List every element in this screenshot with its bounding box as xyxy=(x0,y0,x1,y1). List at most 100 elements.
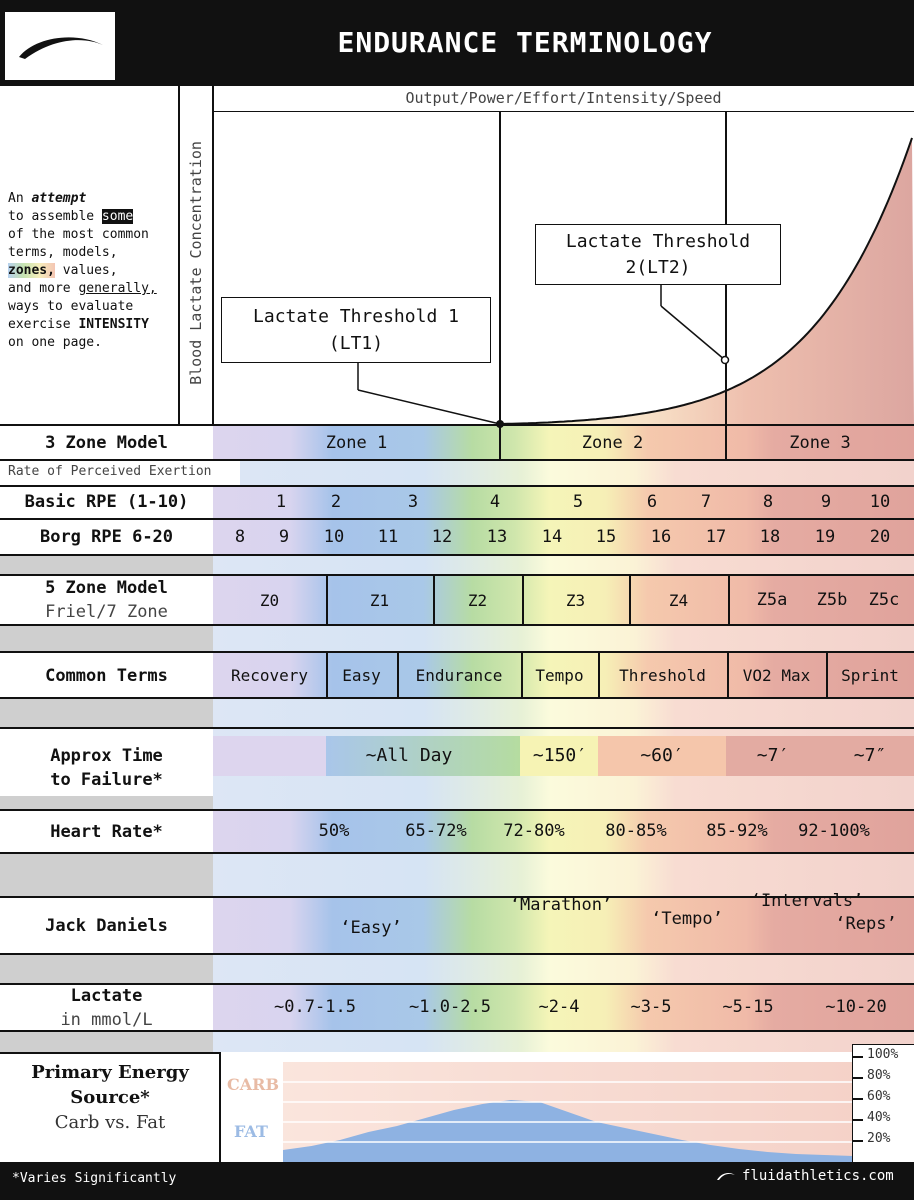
common-term-3: Tempo xyxy=(535,665,584,685)
basic-rpe-value: 6 xyxy=(646,492,658,512)
energy-tick: 100% xyxy=(867,1047,899,1062)
five-zone-z5-2: Z5c xyxy=(868,590,900,610)
footer-note: *Varies Significantly xyxy=(12,1171,177,1186)
heart-rate-value: 65-72% xyxy=(405,821,467,841)
basic-rpe-value: 10 xyxy=(869,492,891,512)
lactate-value: ~5-15 xyxy=(722,997,774,1017)
five-zone-0: Z0 xyxy=(259,590,280,610)
borg-rpe-value: 20 xyxy=(869,527,891,547)
page-title: ENDURANCE TERMINOLOGY xyxy=(337,26,713,59)
heart-rate-value: 92-100% xyxy=(798,821,870,841)
rpe-header: Rate of Perceived Exertion xyxy=(8,464,212,479)
five-zone-2: Z2 xyxy=(467,590,488,610)
logo xyxy=(3,10,117,82)
zone-1: Zone 1 xyxy=(325,433,388,453)
energy-tick: 80% xyxy=(867,1068,891,1083)
lactate-label: Lactate in mmol/L xyxy=(0,985,213,1030)
energy-tick: 60% xyxy=(867,1089,891,1104)
lt1-line xyxy=(499,111,501,426)
common-term-6: Sprint xyxy=(841,665,899,685)
lactate-value: ~0.7-1.5 xyxy=(274,997,356,1017)
lt2-title: Lactate Threshold xyxy=(565,230,751,252)
common-term-4: Threshold xyxy=(619,665,706,685)
brush-stroke-small-icon xyxy=(717,1172,735,1180)
borg-rpe-value: 9 xyxy=(278,527,290,547)
five-zone-z5-0: Z5a xyxy=(756,590,788,610)
borg-rpe-value: 8 xyxy=(234,527,246,547)
zone-2: Zone 2 xyxy=(581,433,644,453)
borg-rpe-value: 19 xyxy=(814,527,836,547)
jack-daniels-value: ‘Marathon’ xyxy=(509,895,613,915)
borg-rpe-value: 12 xyxy=(431,527,453,547)
time-to-failure-value: ~All Day xyxy=(365,745,453,766)
jack-daniels-value: ‘Tempo’ xyxy=(651,909,723,929)
jack-daniels-label: Jack Daniels xyxy=(0,898,213,954)
common-term-1: Easy xyxy=(342,665,381,685)
borg-rpe-value: 10 xyxy=(323,527,345,547)
lt2-point xyxy=(720,355,730,365)
basic-rpe-value: 7 xyxy=(700,492,712,512)
common-terms-label: Common Terms xyxy=(0,653,213,698)
energy-label: Primary Energy Source* Carb vs. Fat xyxy=(31,1062,189,1133)
lactate-value: ~1.0-2.5 xyxy=(409,997,491,1017)
time-to-failure-value: ~60′ xyxy=(640,745,684,766)
basic-rpe-value: 2 xyxy=(330,492,342,512)
borg-rpe-value: 18 xyxy=(759,527,781,547)
brush-stroke-logo-icon xyxy=(19,37,103,59)
borg-rpe-value: 14 xyxy=(541,527,563,547)
borg-rpe-value: 15 xyxy=(595,527,617,547)
borg-rpe-value: 13 xyxy=(486,527,508,547)
time-to-failure-label: Approx Time to Failure* xyxy=(0,729,213,806)
five-zone-3: Z3 xyxy=(565,590,586,610)
fat-area xyxy=(283,1100,853,1162)
three-zone-label: 3 Zone Model xyxy=(0,426,213,460)
basic-rpe-label: Basic RPE (1-10) xyxy=(0,487,213,517)
heart-rate-value: 80-85% xyxy=(605,821,667,841)
fat-label: FAT xyxy=(234,1122,268,1141)
basic-rpe-value: 5 xyxy=(572,492,584,512)
energy-tick: 40% xyxy=(867,1110,891,1125)
energy-axis: 100% 80% 60% 40% 20% xyxy=(852,1044,914,1162)
time-to-failure-value: ~7′ xyxy=(756,745,790,766)
five-zone-z5-1: Z5b xyxy=(816,590,848,610)
common-term-0: Recovery xyxy=(230,665,309,685)
five-zone-4: Z4 xyxy=(668,590,689,610)
footer-site[interactable]: fluidathletics.com xyxy=(716,1168,894,1184)
energy-tick: 20% xyxy=(867,1131,891,1146)
jack-daniels-value: ‘Reps’ xyxy=(835,914,897,934)
five-zone-label: 5 Zone Model Friel/7 Zone xyxy=(0,576,213,624)
basic-rpe-value: 3 xyxy=(407,492,419,512)
time-to-failure-value: ~150′ xyxy=(532,745,588,766)
common-term-2: Endurance xyxy=(415,665,503,685)
basic-rpe-value: 1 xyxy=(275,492,287,512)
basic-rpe-value: 4 xyxy=(489,492,501,512)
footer-bar xyxy=(0,1162,914,1200)
heart-rate-label: Heart Rate* xyxy=(0,811,213,853)
basic-rpe-value: 9 xyxy=(820,492,832,512)
heart-rate-value: 50% xyxy=(318,821,350,841)
lt2-abbrev: 2(LT2) xyxy=(625,256,691,278)
common-term-5: VO2 Max xyxy=(742,665,811,685)
jack-daniels-value: ‘Easy’ xyxy=(340,918,402,938)
lactate-value: ~2-4 xyxy=(538,997,580,1017)
header-bar xyxy=(0,0,914,86)
heart-rate-value: 85-92% xyxy=(706,821,768,841)
borg-rpe-value: 17 xyxy=(705,527,727,547)
borg-rpe-label: Borg RPE 6-20 xyxy=(0,520,213,554)
intro-text: An attempt to assemble some of the most … xyxy=(8,191,157,350)
five-zone-1: Z1 xyxy=(369,590,390,610)
time-to-failure-value: ~7″ xyxy=(853,745,887,766)
lt2-callout: Lactate Threshold 2(LT2) xyxy=(535,224,781,285)
basic-rpe-value: 8 xyxy=(762,492,774,512)
zone-3: Zone 3 xyxy=(789,433,851,453)
lt1-callout: Lactate Threshold 1 (LT1) xyxy=(221,297,491,363)
heart-rate-value: 72-80% xyxy=(503,821,565,841)
lactate-value: ~3-5 xyxy=(630,997,672,1017)
borg-rpe-value: 11 xyxy=(377,527,399,547)
lactate-value: ~10-20 xyxy=(825,997,887,1017)
chart-x-label: Output/Power/Effort/Intensity/Speed xyxy=(405,89,722,107)
lt1-abbrev: (LT1) xyxy=(328,333,384,354)
lt1-title: Lactate Threshold 1 xyxy=(253,306,459,327)
carb-label: CARB xyxy=(227,1075,279,1094)
